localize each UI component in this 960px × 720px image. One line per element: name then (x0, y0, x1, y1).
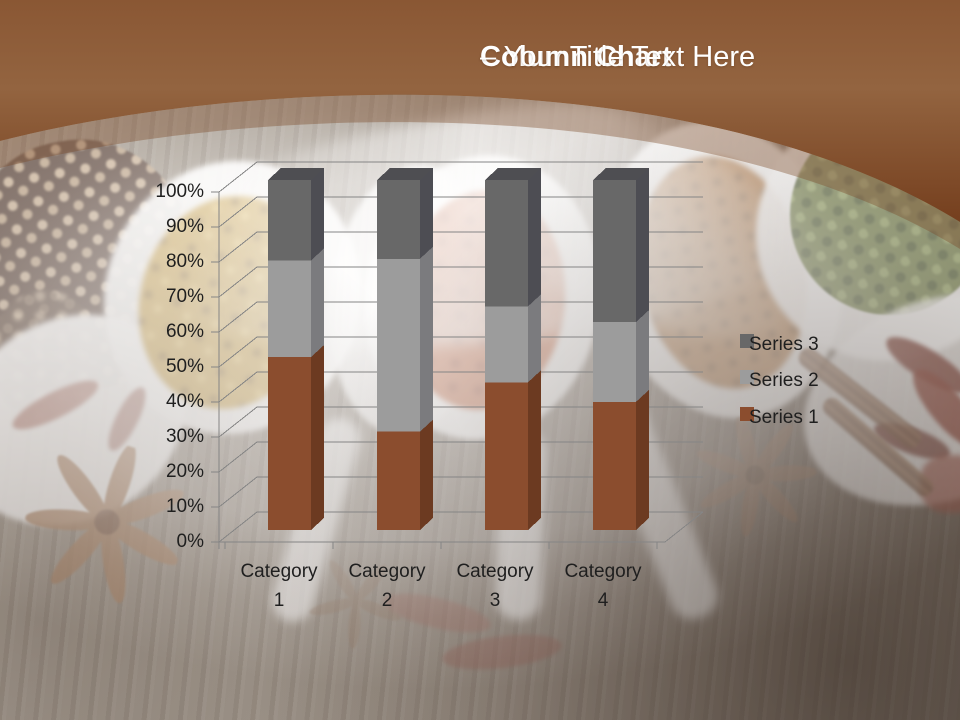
y-axis-label: 90% (165, 216, 204, 237)
legend-label: Series 3 (749, 334, 819, 355)
y-axis-label: 10% (165, 496, 204, 517)
header-curve (0, 0, 960, 249)
x-axis-category-label: Category 1 (240, 561, 318, 611)
x-axis-category-label: Category 4 (564, 561, 642, 611)
legend-swatch (740, 370, 754, 384)
x-axis-category-label: Category 2 (348, 561, 426, 611)
y-axis-label: 40% (165, 391, 204, 412)
legend-label: Series 1 (749, 407, 819, 428)
y-axis-label: 50% (165, 356, 204, 377)
legend-swatch (740, 334, 754, 348)
y-axis-label: 100% (155, 181, 204, 202)
y-axis-label: 30% (165, 426, 204, 447)
y-axis-label: 20% (165, 461, 204, 482)
legend-label: Series 2 (749, 370, 819, 391)
header-curve-main (0, 0, 960, 222)
slide-title-regular: – Your Title Text Here (480, 41, 756, 73)
header-curve-band (0, 94, 960, 249)
x-axis-category-label: Category 3 (456, 561, 534, 611)
y-axis-label: 60% (165, 321, 204, 342)
legend-swatch (740, 407, 754, 421)
slide-title-bold: Column Chart (480, 41, 672, 73)
y-axis-label: 70% (165, 286, 204, 307)
y-axis-label: 0% (176, 531, 204, 552)
y-axis-label: 80% (165, 251, 204, 272)
